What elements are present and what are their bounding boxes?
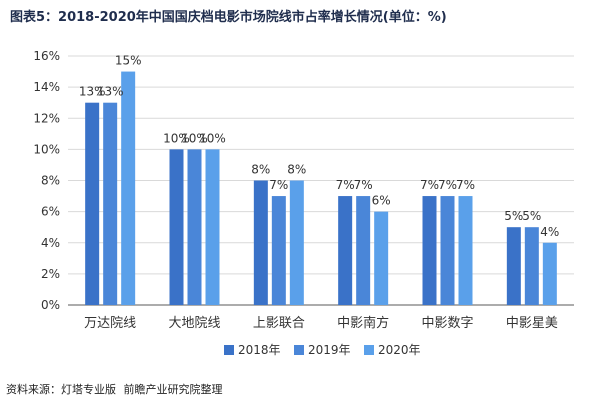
bar: [524, 227, 539, 305]
legend-swatch: [364, 345, 374, 355]
bar-value-label: 13%: [97, 85, 124, 99]
bar-value-label: 7%: [354, 178, 373, 192]
bar-value-label: 7%: [269, 178, 288, 192]
footer: 资料来源：灯塔专业版 前瞻产业研究院整理: [6, 381, 227, 397]
bar-value-label: 6%: [372, 194, 391, 208]
bar-value-label: 8%: [251, 163, 270, 177]
y-tick-label: 4%: [41, 236, 60, 250]
legend-label: 2020年: [378, 343, 421, 357]
bar: [374, 211, 389, 305]
bar: [542, 242, 557, 305]
bar-chart: 0%2%4%6%8%10%12%14%16% 13%13%15%10%10%10…: [33, 49, 574, 357]
bar: [169, 149, 184, 305]
bar-value-label: 10%: [163, 131, 190, 145]
bar-value-label: 15%: [115, 54, 142, 68]
bar: [356, 196, 371, 305]
x-tick-label: 上影联合: [253, 316, 305, 331]
data-labels: 13%13%15%10%10%10%8%7%8%7%7%6%7%7%7%5%5%…: [79, 54, 560, 239]
legend-swatch: [224, 345, 234, 355]
publisher-note: 前瞻产业研究院整理: [123, 383, 223, 396]
y-tick-label: 0%: [41, 298, 60, 312]
bar-value-label: 10%: [181, 131, 208, 145]
bar: [253, 180, 268, 305]
x-tick-label: 中影星美: [506, 316, 558, 331]
x-tick-label: 中影数字: [421, 316, 473, 331]
bar-value-label: 5%: [504, 209, 523, 223]
bar: [121, 71, 136, 305]
bar-value-label: 5%: [522, 209, 541, 223]
y-tick-label: 14%: [33, 80, 60, 94]
y-tick-label: 10%: [33, 142, 60, 156]
bar: [85, 102, 100, 305]
y-tick-label: 8%: [41, 174, 60, 188]
bar-value-label: 4%: [540, 225, 559, 239]
bar: [289, 180, 304, 305]
chart-title: 图表5：2018-2020年中国国庆档电影市场院线市占率增长情况(单位：%): [10, 10, 447, 25]
y-tick-label: 12%: [33, 111, 60, 125]
bar-value-label: 7%: [456, 178, 475, 192]
bar-value-label: 13%: [79, 85, 106, 99]
bars: [85, 71, 557, 305]
bar: [422, 196, 437, 305]
bar-value-label: 7%: [336, 178, 355, 192]
x-tick-label: 中影南方: [337, 315, 389, 331]
bar: [440, 196, 455, 305]
bar-value-label: 7%: [420, 178, 439, 192]
bar: [338, 196, 353, 305]
bar-value-label: 7%: [438, 178, 457, 192]
bar: [271, 196, 286, 305]
bar: [103, 102, 118, 305]
bar: [458, 196, 473, 305]
bar: [205, 149, 220, 305]
y-tick-label: 2%: [41, 267, 60, 281]
x-tick-label: 万达院线: [84, 316, 136, 331]
source-note: 资料来源：灯塔专业版: [6, 383, 116, 396]
bar: [506, 227, 521, 305]
y-tick-label: 6%: [41, 205, 60, 219]
legend: 2018年 2019年 2020年: [224, 343, 421, 357]
x-tick-label: 大地院线: [168, 316, 220, 331]
bar-value-label: 10%: [199, 131, 226, 145]
bar: [187, 149, 202, 305]
legend-label: 2018年: [238, 343, 281, 357]
y-tick-label: 16%: [33, 49, 60, 63]
legend-swatch: [294, 345, 304, 355]
x-axis-ticks: 万达院线 大地院线 上影联合 中影南方 中影数字 中影星美: [84, 315, 558, 331]
legend-label: 2019年: [308, 343, 351, 357]
bar-value-label: 8%: [287, 163, 306, 177]
gridlines: [68, 55, 574, 306]
y-axis-ticks: 0% 2% 4% 6% 8% 10% 12% 14% 16%: [33, 49, 60, 312]
